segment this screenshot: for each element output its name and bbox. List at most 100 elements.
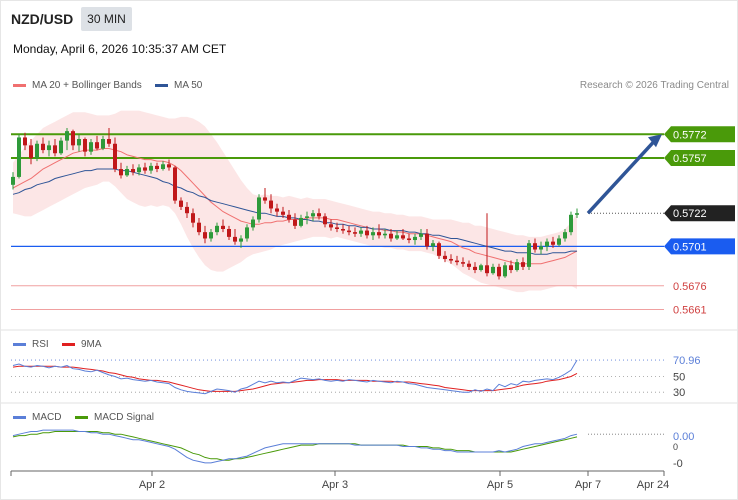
legend-macd-label: MACD xyxy=(32,412,62,423)
projection-arrow-shaft xyxy=(586,138,658,215)
candle-body xyxy=(113,143,117,170)
level-tag-label: 0.5757 xyxy=(673,153,707,165)
level-tag-label: 0.5722 xyxy=(673,208,707,220)
candle-body xyxy=(461,262,465,264)
candle-body xyxy=(47,145,51,151)
candle-body xyxy=(545,241,549,247)
candle-body xyxy=(71,131,75,146)
timestamp: Monday, April 6, 2026 10:35:37 AM CET xyxy=(13,42,227,56)
rsi-swatch xyxy=(13,343,26,346)
candle-body xyxy=(329,224,333,228)
candle-body xyxy=(233,236,237,242)
level-tag xyxy=(664,238,735,255)
macd-panel: 0.000 -0 xyxy=(12,429,694,470)
candle-body xyxy=(317,213,321,217)
candle-body xyxy=(365,230,369,236)
candle-body xyxy=(443,255,447,259)
candle-body xyxy=(137,167,141,173)
candle-body xyxy=(383,233,387,236)
macd-axis-label: 0 xyxy=(673,442,678,452)
macd-swatch xyxy=(13,416,26,419)
candle-body xyxy=(563,232,567,239)
legend-rsi-ma: 9MA xyxy=(62,339,102,350)
candle-body xyxy=(515,262,519,271)
level-label: 0.5676 xyxy=(673,281,707,293)
candle-body xyxy=(437,243,441,256)
candle-body xyxy=(35,143,39,158)
timeframe-button[interactable]: 30 MIN xyxy=(81,7,132,31)
macd-axis-label: 0.00 xyxy=(673,431,694,443)
legend-rsi-label: RSI xyxy=(32,339,49,350)
symbol-title[interactable]: NZD/USD xyxy=(11,11,74,27)
x-axis-label: Apr 7 xyxy=(575,479,601,491)
legend-ma20: MA 20 + Bollinger Bands xyxy=(13,80,142,91)
candle-body xyxy=(263,197,267,201)
credit-text: Research © 2026 Trading Central xyxy=(579,80,729,91)
candle-body xyxy=(155,165,159,170)
level-tag xyxy=(664,126,735,143)
level-tag xyxy=(664,205,735,222)
level-tag-label: 0.5701 xyxy=(673,241,707,253)
rsi-panel: 70.96 50 30 xyxy=(11,355,701,399)
levels-layer xyxy=(1,133,737,404)
candle-body xyxy=(479,265,483,271)
candle-body xyxy=(311,213,315,217)
candle-body xyxy=(59,140,63,154)
candle-body xyxy=(107,139,111,144)
candle-body xyxy=(245,227,249,239)
level-label: 0.5661 xyxy=(673,304,707,316)
rsi-line xyxy=(12,359,578,395)
candle-body xyxy=(185,206,189,214)
candle-body xyxy=(287,214,291,220)
candle-body xyxy=(215,225,219,233)
candle-body xyxy=(53,145,57,154)
candle-body xyxy=(491,266,495,274)
candle-body xyxy=(389,233,393,239)
projection-arrow-head xyxy=(648,134,662,148)
candle-body xyxy=(257,197,261,220)
candle-body xyxy=(161,164,165,170)
x-axis-label: Apr 2 xyxy=(139,479,165,491)
candle-body xyxy=(269,200,273,209)
candle-body xyxy=(323,216,327,225)
candle-body xyxy=(89,142,93,152)
candle-body xyxy=(539,246,543,250)
bollinger-band xyxy=(13,110,577,293)
candle-body xyxy=(533,243,537,250)
candle-body xyxy=(203,232,207,239)
candle-body xyxy=(419,233,423,237)
candle-body xyxy=(251,219,255,228)
candle-body xyxy=(503,265,507,277)
candle-body xyxy=(467,263,471,267)
candle-body xyxy=(281,211,285,215)
candle-body xyxy=(431,243,435,247)
candle-body xyxy=(191,213,195,223)
candle-body xyxy=(239,238,243,242)
candle-body xyxy=(497,266,501,277)
candle-body xyxy=(101,139,105,149)
candle-body xyxy=(179,200,183,207)
candle-body xyxy=(575,213,579,215)
candle-body xyxy=(395,235,399,239)
time-axis: Apr 2 Apr 3 Apr 5 Apr 7 Apr 24 xyxy=(10,470,669,491)
x-axis-label: Apr 5 xyxy=(487,479,513,491)
candle-body xyxy=(521,262,525,267)
macd-line xyxy=(12,429,578,464)
candle-body xyxy=(83,139,87,152)
macd-signal-line xyxy=(12,431,578,461)
candle-body xyxy=(41,143,45,151)
candle-body xyxy=(209,232,213,239)
candle-body xyxy=(425,233,429,247)
x-axis-label: Apr 24 xyxy=(637,479,669,491)
candle-body xyxy=(569,214,573,233)
candle-body xyxy=(485,265,489,274)
rsi-level-label: 50 xyxy=(673,372,685,384)
candle-body xyxy=(143,167,147,171)
candle-body xyxy=(293,219,297,226)
candle-body xyxy=(275,208,279,212)
candle-body xyxy=(527,243,531,267)
macd-signal-swatch xyxy=(75,416,88,419)
legend-ma50: MA 50 xyxy=(155,80,202,91)
level-tag xyxy=(664,149,735,166)
